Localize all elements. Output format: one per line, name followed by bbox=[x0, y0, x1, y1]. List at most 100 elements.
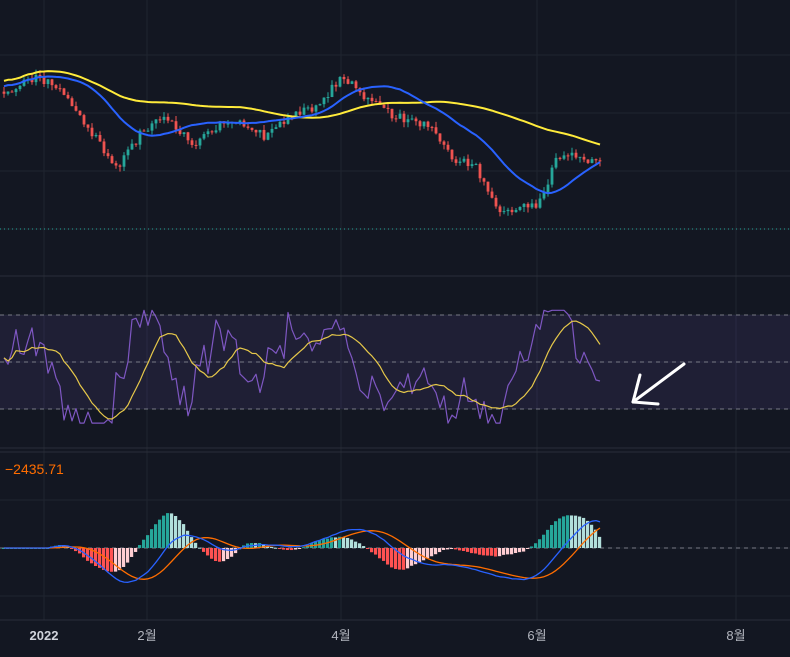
candle-body bbox=[74, 106, 78, 111]
macd-histogram-bar bbox=[334, 537, 338, 548]
macd-histogram-bar bbox=[590, 524, 594, 548]
macd-histogram-bar bbox=[382, 548, 386, 561]
candle-body bbox=[62, 88, 66, 95]
candle-body bbox=[198, 138, 202, 146]
macd-histogram-bar bbox=[582, 517, 586, 548]
macd-histogram-bar bbox=[258, 542, 262, 548]
candle-body bbox=[426, 121, 430, 127]
candle-body bbox=[202, 134, 206, 139]
macd-histogram-bar bbox=[490, 548, 494, 556]
candle-body bbox=[330, 84, 334, 98]
candle-body bbox=[46, 79, 50, 85]
candle-body bbox=[98, 135, 102, 142]
macd-histogram-bar bbox=[418, 548, 422, 563]
candle-body bbox=[354, 81, 358, 89]
candle-body bbox=[306, 107, 310, 109]
candle-body bbox=[370, 97, 374, 102]
time-axis[interactable]: 2022 2월 4월 6월 8월 bbox=[30, 628, 746, 643]
macd-histogram-bar bbox=[586, 520, 590, 548]
macd-histogram-bar bbox=[198, 547, 202, 549]
macd-histogram-bar bbox=[70, 548, 74, 549]
macd-histogram-bar bbox=[306, 545, 310, 548]
macd-histogram-bar bbox=[466, 548, 470, 552]
candle-body bbox=[590, 159, 594, 163]
candle-body bbox=[398, 113, 402, 119]
macd-histogram-bar bbox=[298, 548, 302, 549]
candle-body bbox=[110, 156, 114, 164]
candle-body bbox=[14, 89, 18, 93]
macd-line bbox=[4, 519, 601, 583]
candle-body bbox=[118, 165, 122, 167]
macd-histogram-bar bbox=[362, 546, 366, 548]
macd-histogram-bar bbox=[302, 547, 306, 549]
candle-body bbox=[250, 127, 254, 130]
macd-histogram-bar bbox=[230, 548, 234, 557]
macd-histogram-bar bbox=[278, 548, 282, 549]
candle-body bbox=[530, 203, 534, 208]
candle-body bbox=[566, 155, 570, 157]
macd-histogram-bar bbox=[130, 548, 134, 557]
price-pane[interactable] bbox=[0, 69, 790, 230]
macd-histogram-bar bbox=[142, 539, 146, 548]
candle-body bbox=[450, 149, 454, 160]
candle-body bbox=[362, 92, 366, 100]
candle-body bbox=[538, 198, 542, 208]
candle-body bbox=[430, 126, 434, 128]
macd-histogram-bar bbox=[178, 520, 182, 548]
candle-body bbox=[154, 119, 158, 124]
macd-histogram-bar bbox=[562, 516, 566, 548]
candle-body bbox=[266, 132, 270, 140]
macd-histogram-bar bbox=[462, 548, 466, 551]
candle-body bbox=[466, 158, 470, 167]
candle-body bbox=[190, 140, 194, 145]
macd-histogram-bar bbox=[474, 548, 478, 554]
candle-body bbox=[534, 203, 538, 208]
candle-body bbox=[318, 104, 322, 106]
candle-body bbox=[286, 117, 290, 124]
candle-body bbox=[514, 209, 518, 213]
macd-histogram-bar bbox=[482, 548, 486, 556]
candle-body bbox=[498, 206, 502, 213]
macd-histogram-bar bbox=[126, 548, 130, 563]
macd-histogram-bar bbox=[366, 548, 370, 550]
candle-body bbox=[374, 101, 378, 103]
candle-body bbox=[302, 107, 306, 115]
macd-histogram-bar bbox=[206, 548, 210, 556]
candle-body bbox=[462, 158, 466, 162]
macd-histogram-bar bbox=[378, 548, 382, 559]
macd-histogram-bar bbox=[558, 518, 562, 548]
candle-body bbox=[54, 85, 58, 89]
arrow-head bbox=[631, 373, 660, 406]
candle-body bbox=[402, 113, 406, 123]
candle-body bbox=[490, 191, 494, 198]
candle-body bbox=[186, 132, 190, 141]
candle-body bbox=[50, 79, 54, 86]
candle-body bbox=[550, 167, 554, 185]
rsi-pane[interactable] bbox=[0, 309, 790, 424]
candle-body bbox=[338, 77, 342, 87]
macd-histogram-bar bbox=[470, 548, 474, 554]
candle-body bbox=[178, 129, 182, 135]
macd-histogram-bar bbox=[450, 548, 454, 550]
candle-body bbox=[66, 94, 70, 99]
candle-body bbox=[130, 143, 134, 150]
candle-body bbox=[150, 123, 154, 131]
macd-histogram-bar bbox=[282, 548, 286, 550]
macd-histogram-bar bbox=[554, 521, 558, 548]
macd-histogram-bar bbox=[502, 548, 506, 555]
macd-pane[interactable] bbox=[0, 513, 790, 583]
macd-histogram-bar bbox=[510, 548, 514, 555]
candle-body bbox=[298, 111, 302, 115]
macd-histogram-bar bbox=[350, 539, 354, 548]
candle-body bbox=[598, 160, 602, 162]
macd-histogram-bar bbox=[486, 548, 490, 556]
annotation-arrow[interactable] bbox=[631, 362, 686, 406]
macd-histogram-bar bbox=[210, 548, 214, 559]
macd-histogram-bar bbox=[522, 548, 526, 552]
macd-histogram-bar bbox=[214, 548, 218, 561]
candle-body bbox=[394, 118, 398, 120]
candle-body bbox=[270, 128, 274, 133]
macd-histogram-bar bbox=[594, 529, 598, 548]
macd-histogram-bar bbox=[338, 536, 342, 548]
